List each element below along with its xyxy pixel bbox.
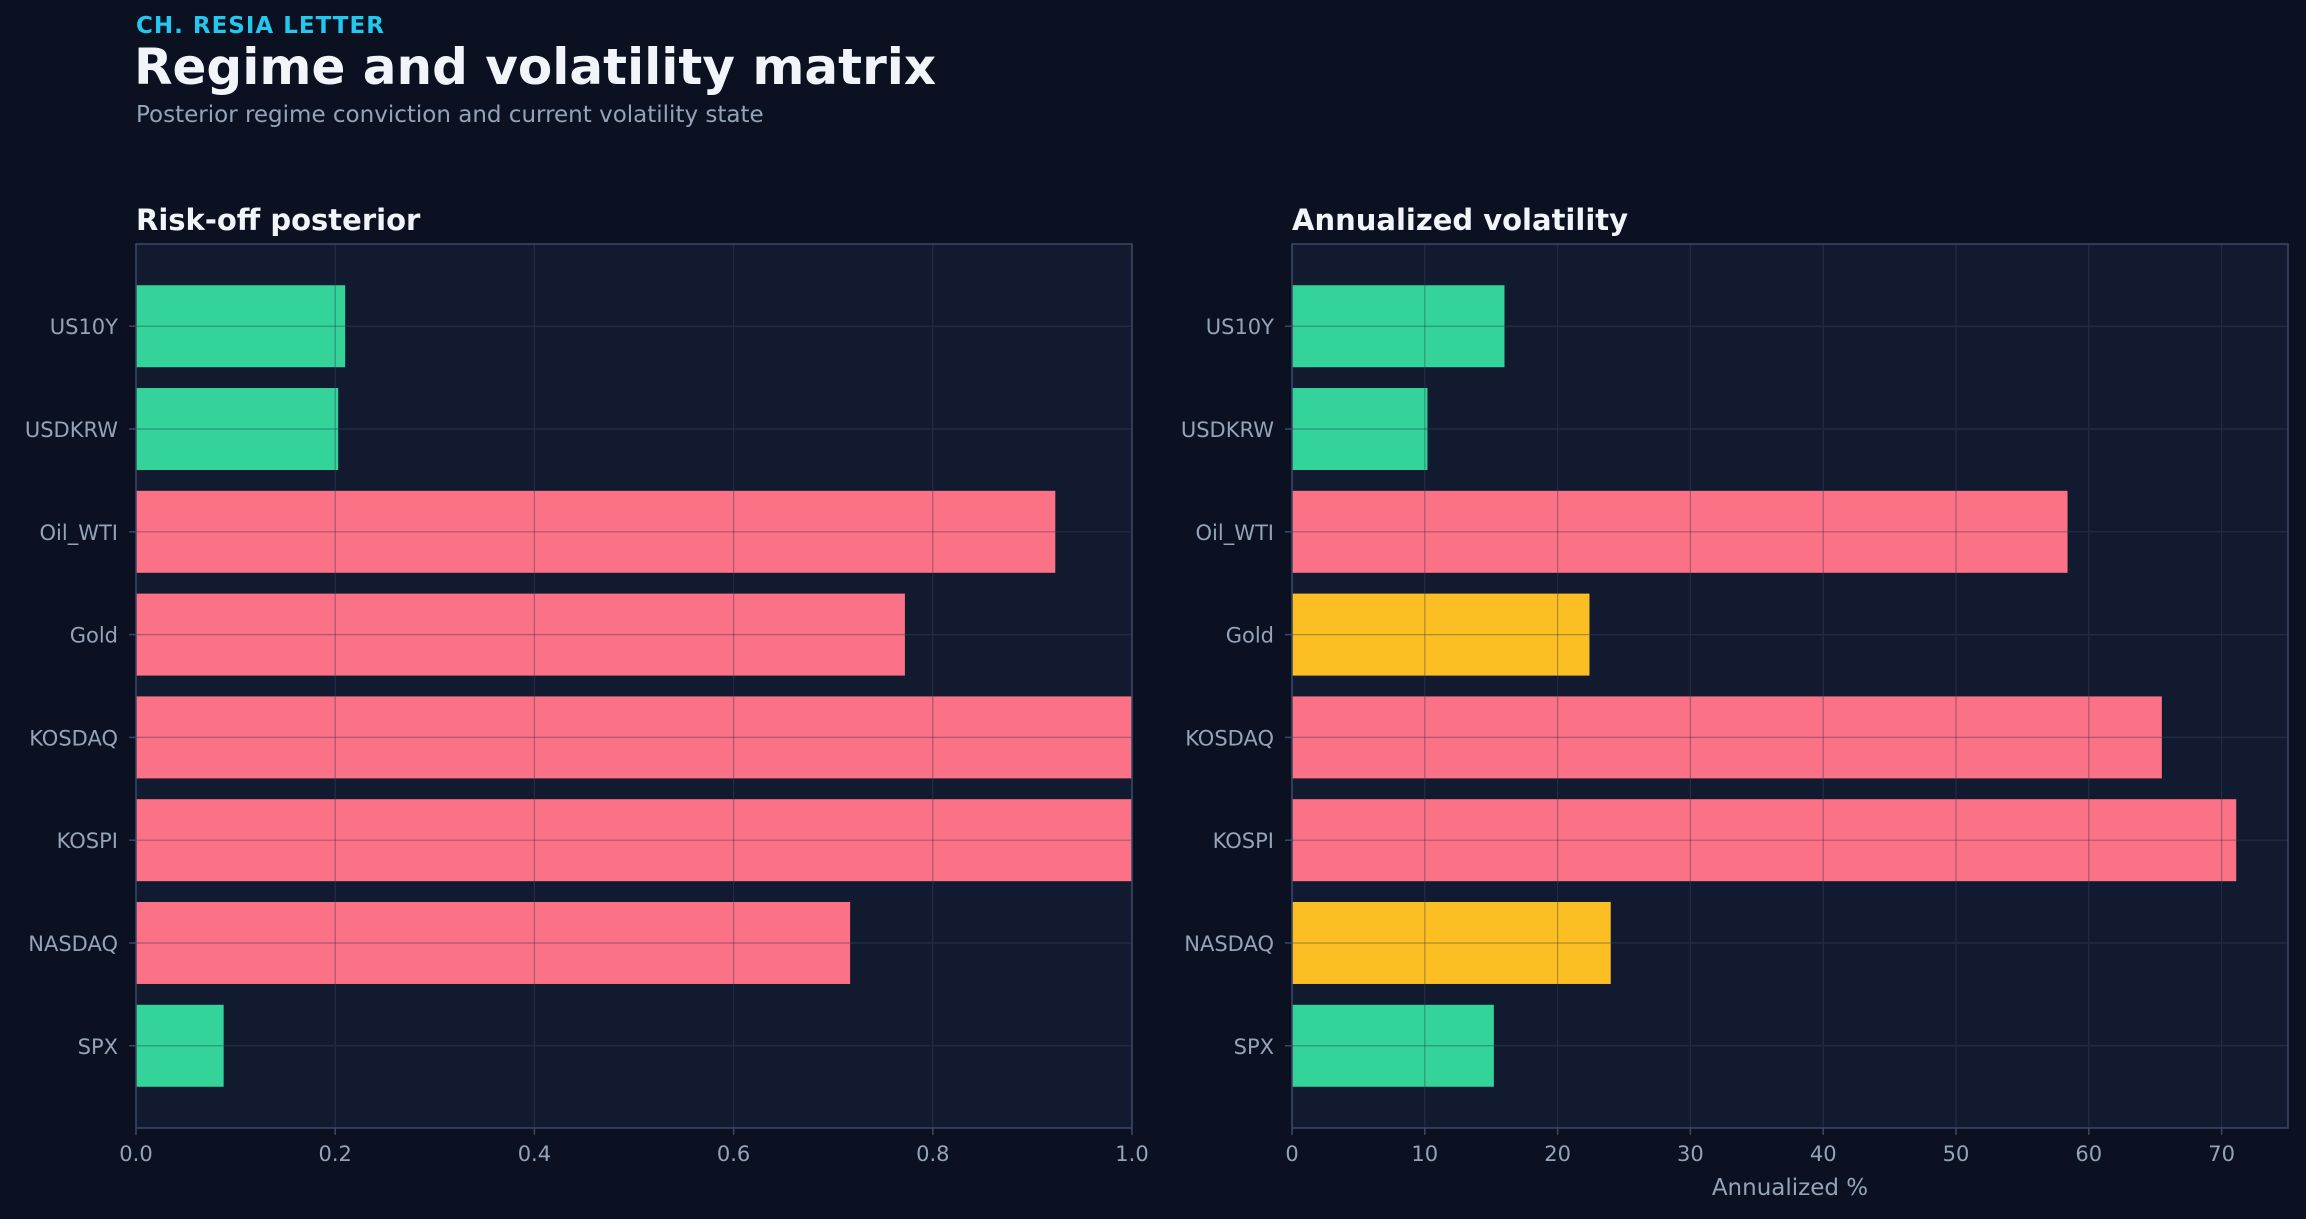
x-tick-label: 0.4 (518, 1142, 551, 1166)
y-tick-label: Gold (1226, 624, 1274, 648)
page-subtitle: Posterior regime conviction and current … (136, 102, 764, 128)
plot-frame (1291, 243, 2289, 1129)
x-tick-label: 10 (1411, 1142, 1438, 1166)
x-tick-label: 0.2 (318, 1142, 351, 1166)
x-tick-label: 20 (1544, 1142, 1571, 1166)
bar (1292, 593, 1590, 676)
chart-title: Risk-off posterior (136, 203, 421, 237)
x-tick-label: 30 (1677, 1142, 1704, 1166)
bar (136, 901, 851, 984)
y-tick-label: Oil_WTI (40, 521, 118, 546)
bar (1292, 388, 1428, 471)
x-tick-label: 40 (1810, 1142, 1837, 1166)
bar (1292, 696, 2162, 779)
x-tick-label: 0.8 (916, 1142, 949, 1166)
y-tick-label: US10Y (1206, 315, 1274, 339)
y-tick-label: KOSPI (1213, 829, 1274, 853)
plot-frame (135, 243, 1133, 1129)
y-tick-label: SPX (1234, 1035, 1274, 1059)
bar (136, 1004, 224, 1087)
bar (1292, 490, 2068, 573)
bar (136, 490, 1056, 573)
y-tick-label: US10Y (50, 315, 118, 339)
y-tick-label: USDKRW (25, 418, 118, 442)
plot-area (136, 244, 1132, 1128)
x-tick-label: 70 (2208, 1142, 2235, 1166)
bar (136, 388, 339, 471)
bar (136, 285, 346, 368)
y-tick-label: Oil_WTI (1196, 521, 1274, 546)
bar (136, 799, 1132, 882)
y-tick-label: KOSDAQ (1185, 726, 1274, 750)
y-tick-label: KOSPI (57, 829, 118, 853)
x-tick-label: 0.6 (717, 1142, 750, 1166)
bar (136, 696, 1132, 779)
bar (1292, 285, 1505, 368)
bar (1292, 901, 1611, 984)
x-tick-label: 1.0 (1115, 1142, 1148, 1166)
y-tick-label: KOSDAQ (29, 726, 118, 750)
y-tick-label: USDKRW (1181, 418, 1274, 442)
x-tick-label: 60 (2075, 1142, 2102, 1166)
bar (1292, 1004, 1494, 1087)
y-tick-label: NASDAQ (1184, 932, 1274, 956)
chart-title: Annualized volatility (1292, 203, 1628, 237)
x-tick-label: 0 (1285, 1142, 1298, 1166)
page-title: Regime and volatility matrix (134, 38, 937, 96)
y-tick-label: NASDAQ (28, 932, 118, 956)
plot-area (1292, 244, 2288, 1128)
y-tick-label: Gold (70, 624, 118, 648)
x-tick-label: 0.0 (119, 1142, 152, 1166)
y-tick-label: SPX (78, 1035, 118, 1059)
bar (136, 593, 905, 676)
x-axis-label: Annualized % (1712, 1175, 1868, 1201)
x-tick-label: 50 (1943, 1142, 1970, 1166)
brand-label: CH. RESIA LETTER (136, 13, 385, 39)
bar (1292, 799, 2237, 882)
